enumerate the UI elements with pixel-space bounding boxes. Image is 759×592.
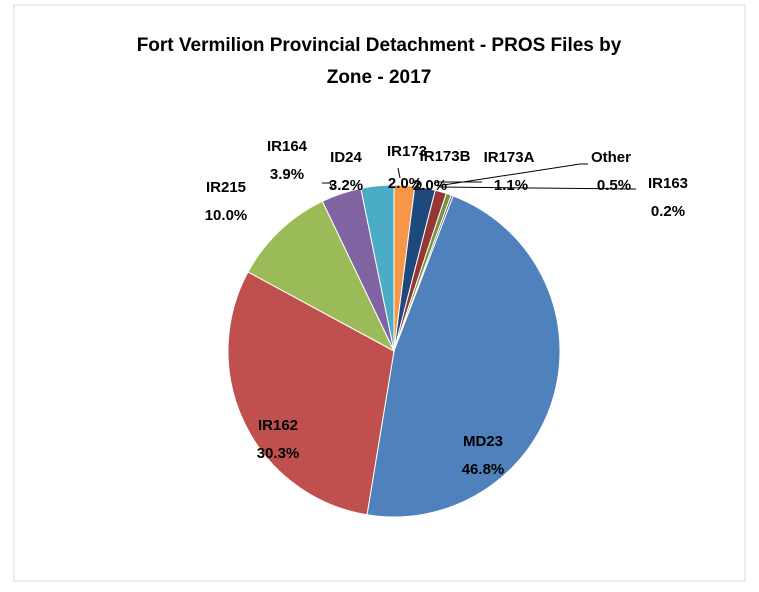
slice-name: IR163	[648, 175, 688, 192]
leader-line	[438, 186, 637, 190]
slice-name: ID24	[330, 149, 362, 166]
slice-value-label: 2.0%	[388, 175, 422, 192]
slice-name: MD23	[463, 433, 503, 450]
slice-value-label: 3.2%	[329, 177, 363, 194]
slice-value-label: 0.2%	[651, 203, 685, 220]
slice-value-label: 46.8%	[462, 461, 505, 478]
slice-name: IR215	[206, 179, 246, 196]
slice-name: IR164	[267, 138, 308, 155]
slice-value-label: 30.3%	[257, 445, 300, 462]
slice-value-label: 1.1%	[494, 177, 528, 194]
pie-slice	[366, 195, 561, 518]
slice-value-label: 10.0%	[205, 207, 248, 224]
slice-name: IR162	[258, 417, 298, 434]
chart-title: Fort Vermilion Provincial Detachment - P…	[136, 35, 622, 88]
leader-line	[322, 182, 334, 191]
slice-name: IR173	[387, 143, 427, 160]
pie-slice	[227, 271, 395, 516]
slice-value-label: 3.9%	[270, 166, 304, 183]
leader-line	[436, 163, 588, 187]
slice-name: IR173B	[420, 148, 471, 165]
leader-line	[433, 181, 482, 185]
pie-slice	[360, 184, 395, 352]
leader-line	[397, 167, 401, 179]
pie-slice	[247, 200, 396, 353]
leader-lines	[322, 163, 637, 191]
slice-value-label: 2.0%	[413, 177, 447, 194]
slice-value-label: 0.5%	[597, 177, 631, 194]
slice-name: IR173A	[484, 149, 535, 166]
slice-name: Other	[591, 149, 631, 166]
